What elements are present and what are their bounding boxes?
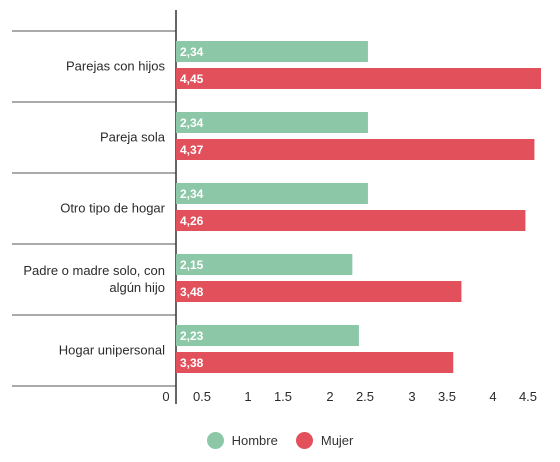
value-label: 4,37	[180, 143, 204, 157]
bar-hombre[interactable]	[176, 254, 353, 275]
legend-swatch-hombre	[206, 431, 224, 449]
category-label: algún hijo	[109, 280, 165, 295]
value-labels: 2,34 4,45 2,34 4,37 2,34 4,26 2,15 3,48 2,23 3,38	[180, 45, 204, 370]
category-label: Padre o madre solo, con	[23, 263, 165, 278]
bar-mujer[interactable]	[176, 139, 535, 160]
x-tick-label: 3	[408, 389, 415, 404]
value-label: 3,48	[180, 285, 204, 299]
bar-mujer[interactable]	[176, 210, 526, 231]
x-axis-ticks: 0 0.5 1 1.5 2 2.5 3 3.5 4 4.5	[162, 389, 537, 404]
bar-mujer[interactable]	[176, 68, 541, 89]
x-tick-label: 4.5	[519, 389, 537, 404]
bars	[176, 41, 541, 373]
legend-item-mujer[interactable]: Mujer	[295, 431, 354, 449]
category-labels: Parejas con hijos Pareja sola Otro tipo de…	[23, 59, 165, 358]
category-label: Otro tipo de hogar	[60, 201, 165, 216]
x-tick-label: 0.5	[193, 389, 211, 404]
legend-label-hombre: Hombre	[231, 432, 278, 448]
x-tick-label: 2	[326, 389, 333, 404]
bar-hombre[interactable]	[176, 112, 368, 133]
category-label: Hogar unipersonal	[59, 343, 165, 358]
legend-item-hombre[interactable]: Hombre	[206, 431, 278, 449]
value-label: 4,26	[180, 214, 204, 228]
bar-hombre[interactable]	[176, 325, 359, 346]
value-label: 4,45	[180, 72, 204, 86]
bar-mujer[interactable]	[176, 281, 462, 302]
legend-swatch-mujer	[295, 431, 313, 449]
x-tick-label: 0	[162, 389, 169, 404]
bar-hombre[interactable]	[176, 41, 368, 62]
x-tick-label: 1	[244, 389, 251, 404]
value-label: 2,34	[180, 45, 204, 59]
x-tick-label: 2.5	[356, 389, 374, 404]
legend-label-mujer: Mujer	[320, 432, 354, 448]
category-label: Pareja sola	[100, 130, 166, 145]
bar-hombre[interactable]	[176, 183, 368, 204]
value-label: 2,34	[180, 116, 204, 130]
category-label: Parejas con hijos	[66, 59, 165, 74]
value-label: 3,38	[180, 356, 204, 370]
x-tick-label: 3.5	[438, 389, 456, 404]
value-label: 2,34	[180, 187, 204, 201]
x-tick-label: 1.5	[274, 389, 292, 404]
value-label: 2,23	[180, 329, 204, 343]
x-tick-label: 4	[489, 389, 496, 404]
value-label: 2,15	[180, 258, 204, 272]
legend: Hombre Mujer	[0, 428, 560, 452]
bar-mujer[interactable]	[176, 352, 454, 373]
